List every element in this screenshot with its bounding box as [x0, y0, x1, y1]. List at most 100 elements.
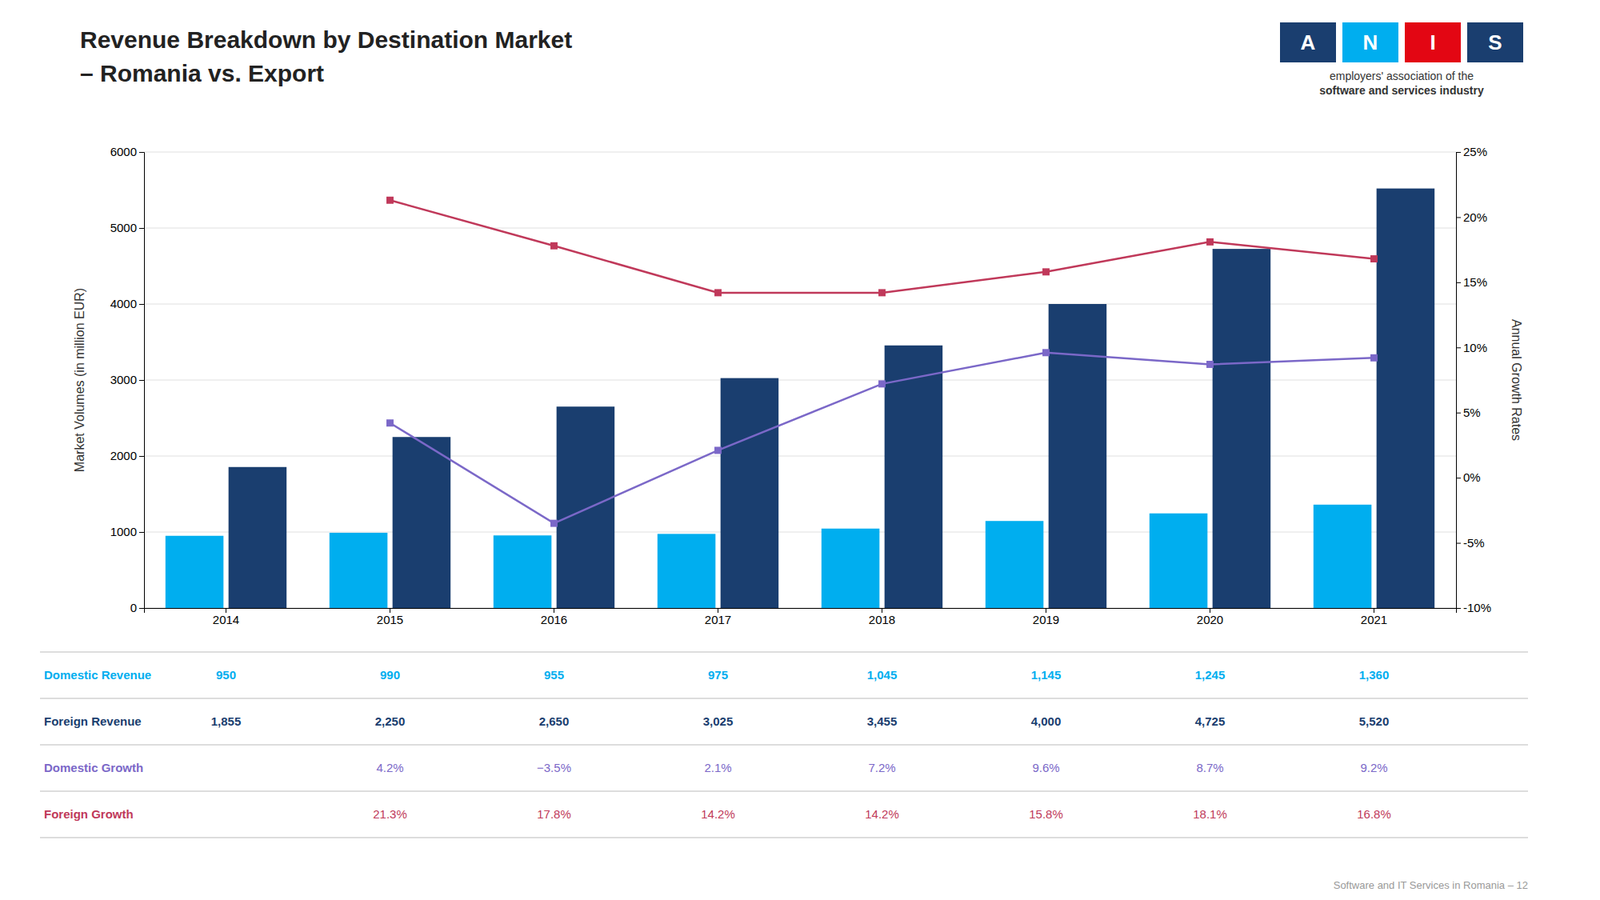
tick-label: 2019 [1032, 612, 1060, 627]
bar [392, 436, 452, 608]
subtitle: – Romania vs. Export [80, 60, 324, 87]
table-value: 17.8% [536, 807, 572, 821]
tick: 4000 [110, 296, 144, 311]
table-value: 7.2% [868, 760, 896, 775]
marker [386, 196, 394, 204]
table-value: 975 [708, 668, 728, 682]
plot-area [165, 188, 1435, 608]
tick-mark [1456, 152, 1461, 153]
table-value: 9.6% [1032, 760, 1060, 775]
tick: 2014 [212, 608, 240, 627]
axis-line [144, 608, 1457, 614]
table-value: 21.3% [372, 807, 408, 821]
grid-line [144, 152, 1456, 153]
table-value: 1,145 [1031, 668, 1062, 682]
tick-label: 10% [1463, 340, 1488, 355]
logo-box [1467, 22, 1524, 63]
tick-label: 4000 [110, 296, 137, 311]
tick: 0 [130, 600, 144, 615]
logo-box [1404, 22, 1461, 63]
bar [720, 378, 780, 608]
table-value: 1,855 [211, 714, 242, 728]
grid [144, 152, 1456, 608]
table-value: 4.2% [376, 760, 404, 775]
tick-label: -10% [1463, 600, 1492, 615]
table-value: 4,000 [1031, 714, 1062, 728]
tick-label: 5% [1463, 405, 1481, 420]
axis: 0100020003000400050006000 [110, 144, 145, 615]
bar [556, 406, 616, 608]
table-value: 1,045 [867, 668, 898, 682]
table-value: 5,520 [1359, 714, 1390, 728]
table-separator [40, 791, 1528, 792]
tick-label: -5% [1463, 536, 1485, 550]
table-value: 2,650 [539, 714, 570, 728]
tick: 2019 [1032, 608, 1060, 627]
tick: 25% [1456, 144, 1488, 159]
marker [1370, 354, 1378, 362]
tick-label: 2015 [376, 612, 404, 627]
tick-label: 2017 [704, 612, 732, 627]
tick-mark [139, 456, 144, 457]
tick-label: 20% [1463, 210, 1488, 224]
axis-line [1456, 152, 1462, 609]
table-value: 2,250 [375, 714, 406, 728]
table-row-label: Foreign Revenue [44, 714, 142, 728]
marker [386, 419, 394, 427]
table-value: 9.2% [1360, 760, 1388, 775]
marker [1206, 238, 1214, 246]
marker [1042, 268, 1050, 276]
table-value: 3,455 [867, 714, 898, 728]
table-value: 4,725 [1195, 714, 1226, 728]
tick-label: 0 [130, 600, 137, 615]
table-value: 990 [380, 668, 400, 682]
bar [165, 536, 224, 608]
tick: 15% [1456, 275, 1488, 289]
table-value: 18.1% [1192, 807, 1228, 821]
marker [878, 380, 886, 388]
axis: -10%-5%0%5%10%15%20%25% [1456, 144, 1492, 615]
bar [228, 467, 288, 608]
tick: 5000 [110, 220, 144, 235]
marker [1370, 255, 1378, 263]
tick-mark [1456, 543, 1461, 544]
logo-box [1342, 22, 1399, 63]
bar [821, 528, 880, 608]
tick-mark [139, 380, 144, 381]
tick: 2020 [1196, 608, 1224, 627]
bar [1313, 504, 1372, 608]
logo-text: employers' association of the [1329, 69, 1474, 83]
table-separator [40, 698, 1528, 700]
table-value: 15.8% [1028, 807, 1064, 821]
tick-label: 3000 [110, 372, 137, 387]
marker [714, 446, 722, 454]
line [390, 352, 1375, 524]
line [390, 200, 1375, 293]
table-separator [40, 837, 1528, 839]
axis-title: Annual Growth Rates [1509, 319, 1524, 441]
marker [878, 288, 886, 296]
logo: ANISemployers' association of thesoftwar… [1280, 22, 1524, 97]
tick: 2016 [540, 608, 568, 627]
tick-mark [139, 152, 144, 153]
table-row-label: Domestic Revenue [44, 668, 152, 682]
line-series [386, 348, 1378, 527]
marker [714, 288, 722, 296]
tick-mark [139, 304, 144, 305]
chart: Revenue Breakdown by Destination Market–… [0, 0, 1600, 900]
tick: 2015 [376, 608, 404, 627]
bar [884, 345, 944, 608]
tick: 1000 [110, 524, 144, 539]
tick: 2021 [1360, 608, 1388, 627]
tick-label: 5000 [110, 220, 137, 235]
tick-mark [1456, 216, 1461, 218]
tick: 5% [1456, 405, 1481, 420]
tick-mark [1456, 347, 1461, 348]
bar [1212, 248, 1272, 608]
tick-label: 2020 [1196, 612, 1224, 627]
tick: 10% [1456, 340, 1488, 355]
axis-title: Market Volumes (in million EUR) [72, 288, 87, 472]
marker [1042, 348, 1050, 356]
tick: 2017 [704, 608, 732, 627]
footer: Software and IT Services in Romania – 12 [1333, 879, 1528, 892]
